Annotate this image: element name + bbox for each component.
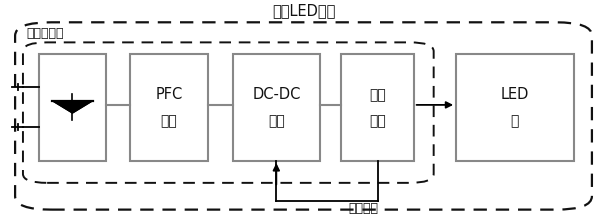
FancyBboxPatch shape: [233, 54, 320, 161]
Text: 反馈控制: 反馈控制: [348, 202, 378, 215]
FancyBboxPatch shape: [130, 54, 208, 161]
Text: 不可控整流: 不可控整流: [26, 27, 63, 40]
Text: 灯: 灯: [511, 115, 519, 128]
Text: PFC: PFC: [155, 87, 183, 102]
FancyBboxPatch shape: [39, 54, 106, 161]
Text: 模块: 模块: [161, 115, 178, 128]
FancyBboxPatch shape: [341, 54, 414, 161]
Polygon shape: [53, 101, 92, 113]
Text: 模块: 模块: [369, 115, 386, 128]
Text: 均流: 均流: [369, 88, 386, 102]
Text: 传统LED灯具: 传统LED灯具: [272, 3, 335, 18]
FancyBboxPatch shape: [456, 54, 574, 161]
Text: LED: LED: [501, 87, 529, 102]
Text: 模块: 模块: [268, 115, 284, 128]
Text: DC-DC: DC-DC: [252, 87, 301, 102]
